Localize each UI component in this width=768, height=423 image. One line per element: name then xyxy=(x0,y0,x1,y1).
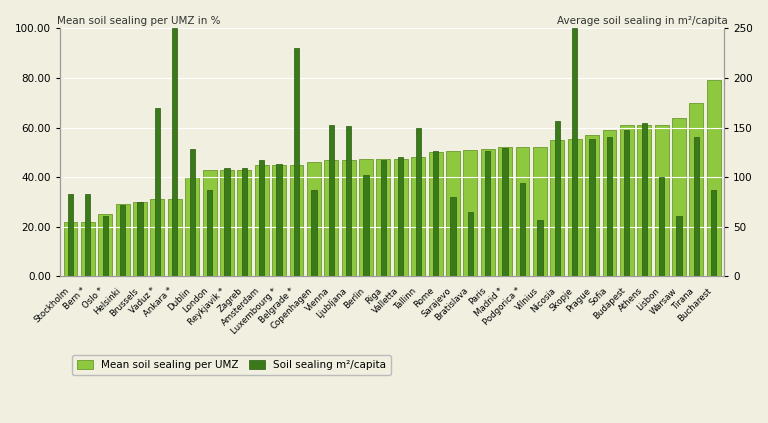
Bar xyxy=(468,212,473,276)
Bar xyxy=(446,151,460,276)
Bar xyxy=(172,28,177,276)
Bar xyxy=(568,139,581,276)
Bar xyxy=(707,80,720,276)
Bar xyxy=(224,168,230,276)
Bar xyxy=(607,137,612,276)
Bar xyxy=(620,125,634,276)
Bar xyxy=(498,147,512,276)
Bar xyxy=(538,220,542,276)
Bar xyxy=(677,216,682,276)
Bar xyxy=(694,137,699,276)
Bar xyxy=(190,149,195,276)
Bar xyxy=(346,126,351,276)
Bar xyxy=(220,170,234,276)
Bar xyxy=(207,190,212,276)
Bar xyxy=(103,216,108,276)
Bar xyxy=(481,148,495,276)
Bar xyxy=(68,194,73,276)
Bar xyxy=(415,127,421,276)
Bar xyxy=(450,197,455,276)
Bar xyxy=(81,222,94,276)
Text: Average soil sealing in m²/capita: Average soil sealing in m²/capita xyxy=(557,16,727,26)
Bar xyxy=(589,140,594,276)
Bar xyxy=(242,168,247,276)
Legend: Mean soil sealing per UMZ, Soil sealing m²/capita: Mean soil sealing per UMZ, Soil sealing … xyxy=(72,355,391,376)
Bar xyxy=(151,200,164,276)
Bar xyxy=(485,151,491,276)
Bar xyxy=(116,204,130,276)
Bar xyxy=(533,147,547,276)
Bar xyxy=(411,157,425,276)
Bar xyxy=(641,123,647,276)
Bar xyxy=(342,160,356,276)
Bar xyxy=(520,183,525,276)
Bar xyxy=(133,202,147,276)
Bar xyxy=(637,125,651,276)
Bar xyxy=(155,108,160,276)
Bar xyxy=(398,157,403,276)
Bar xyxy=(290,165,303,276)
Bar xyxy=(120,205,125,276)
Bar xyxy=(672,118,686,276)
Bar xyxy=(64,222,78,276)
Bar xyxy=(572,28,578,276)
Bar xyxy=(551,140,564,276)
Bar xyxy=(98,214,112,276)
Bar xyxy=(515,147,529,276)
Bar xyxy=(690,103,703,276)
Bar xyxy=(137,202,143,276)
Bar xyxy=(659,177,664,276)
Bar xyxy=(585,135,599,276)
Bar xyxy=(463,150,478,276)
Bar xyxy=(259,160,264,276)
Bar xyxy=(203,170,217,276)
Bar xyxy=(429,152,442,276)
Text: Mean soil sealing per UMZ in %: Mean soil sealing per UMZ in % xyxy=(57,16,220,26)
Bar xyxy=(711,190,717,276)
Bar xyxy=(433,151,439,276)
Bar xyxy=(329,124,334,276)
Bar xyxy=(237,170,251,276)
Bar xyxy=(359,159,373,276)
Bar xyxy=(85,194,91,276)
Bar xyxy=(307,162,321,276)
Bar xyxy=(603,130,617,276)
Bar xyxy=(185,177,199,276)
Bar xyxy=(324,160,338,276)
Bar xyxy=(394,159,408,276)
Bar xyxy=(363,175,369,276)
Bar xyxy=(272,165,286,276)
Bar xyxy=(276,164,282,276)
Bar xyxy=(502,148,508,276)
Bar xyxy=(168,200,182,276)
Bar xyxy=(376,159,390,276)
Bar xyxy=(654,125,669,276)
Bar xyxy=(554,121,560,276)
Bar xyxy=(311,190,316,276)
Bar xyxy=(294,48,300,276)
Bar xyxy=(381,160,386,276)
Bar xyxy=(624,129,630,276)
Bar xyxy=(255,165,269,276)
